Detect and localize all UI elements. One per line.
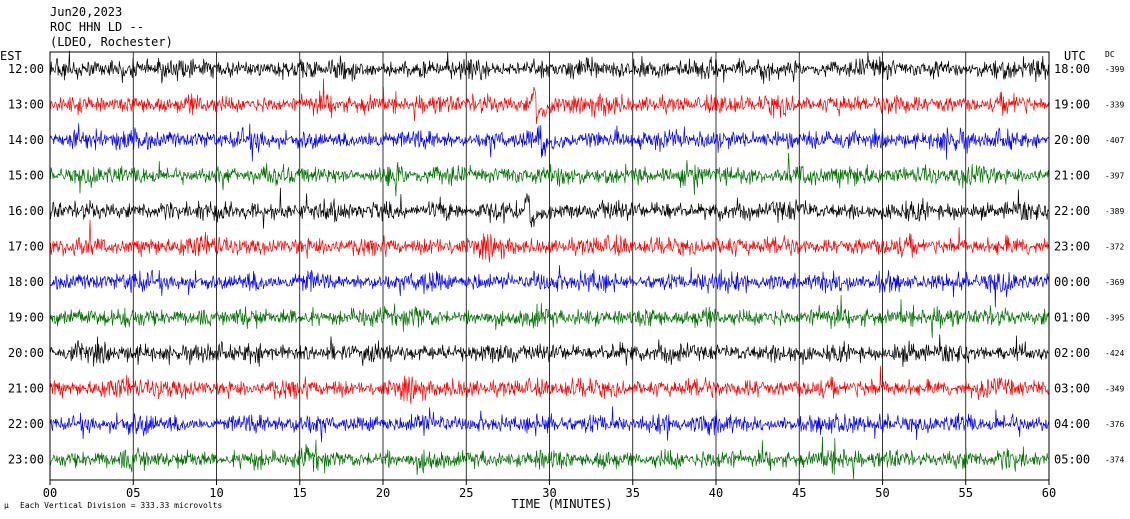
dc-offset-label: -424 — [1105, 349, 1124, 358]
x-axis-ticks: 00 05 10 15 20 25 30 35 40 45 50 55 60 — [43, 480, 1056, 500]
x-tick-label-20: 20 — [376, 486, 390, 500]
date-label: Jun20,2023 — [50, 5, 122, 19]
est-hour-label: 23:00 — [8, 453, 44, 467]
utc-hour-label: 22:00 — [1054, 204, 1090, 218]
dc-offset-label: -339 — [1105, 101, 1124, 110]
trace-1700 — [49, 219, 1050, 263]
est-hour-label: 18:00 — [8, 275, 44, 289]
est-hour-label: 16:00 — [8, 204, 44, 218]
trace-1600 — [49, 187, 1050, 229]
dc-offset-label: -407 — [1105, 136, 1124, 145]
est-hour-label: 15:00 — [8, 169, 44, 183]
plot-header: Jun20,2023 ROC HHN LD -- (LDEO, Rocheste… — [50, 5, 173, 49]
utc-hour-labels: 18:00 19:00 20:00 21:00 22:00 23:00 00:00 01:00… — [1054, 62, 1090, 467]
trace-2100 — [49, 365, 1050, 405]
minute-grid — [132, 52, 967, 480]
dc-offset-label: -376 — [1105, 420, 1124, 429]
utc-hour-label: 04:00 — [1054, 417, 1090, 431]
vertical-division-footnote: Each Vertical Division = 333.33 microvol… — [20, 501, 222, 510]
utc-hour-label: 03:00 — [1054, 382, 1090, 396]
x-tick-label-10: 10 — [209, 486, 223, 500]
est-axis-label: EST — [0, 49, 22, 63]
utc-hour-label: 21:00 — [1054, 169, 1090, 183]
utc-hour-label: 05:00 — [1054, 453, 1090, 467]
dc-offset-label: -395 — [1105, 314, 1124, 323]
x-tick-label-45: 45 — [792, 486, 806, 500]
trace-2200 — [49, 406, 1050, 443]
x-axis-title: TIME (MINUTES) — [511, 497, 612, 511]
dc-offset-label: -399 — [1105, 65, 1124, 74]
utc-hour-label: 19:00 — [1054, 98, 1090, 112]
est-hour-labels: 12:00 13:00 14:00 15:00 16:00 17:00 18:00 19:00… — [8, 62, 44, 467]
x-tick-label-55: 55 — [959, 486, 973, 500]
seismic-traces — [49, 50, 1050, 480]
trace-1400 — [49, 123, 1050, 162]
x-tick-label-30: 30 — [542, 486, 556, 500]
x-tick-label-15: 15 — [293, 486, 307, 500]
x-tick-label-40: 40 — [709, 486, 723, 500]
x-tick-label-00: 00 — [43, 486, 57, 500]
x-tick-label-35: 35 — [626, 486, 640, 500]
utc-hour-label: 18:00 — [1054, 62, 1090, 76]
x-tick-label-50: 50 — [875, 486, 889, 500]
est-hour-label: 12:00 — [8, 62, 44, 76]
utc-hour-label: 23:00 — [1054, 240, 1090, 254]
x-tick-label-05: 05 — [126, 486, 140, 500]
dc-offset-labels: -399 -339 -407 -397 -389 -372 -369 -395 -424 -349… — [1105, 65, 1124, 465]
x-tick-label-25: 25 — [459, 486, 473, 500]
dc-offset-label: -349 — [1105, 385, 1124, 394]
dc-header-label: DC — [1105, 50, 1115, 59]
utc-axis-label: UTC — [1064, 49, 1086, 63]
x-tick-label-60: 60 — [1042, 486, 1056, 500]
est-hour-label: 19:00 — [8, 311, 44, 325]
utc-hour-label: 01:00 — [1054, 311, 1090, 325]
microvolt-icon: μ — [4, 501, 9, 510]
utc-hour-label: 00:00 — [1054, 275, 1090, 289]
est-hour-label: 17:00 — [8, 240, 44, 254]
est-hour-label: 13:00 — [8, 98, 44, 112]
dc-offset-label: -369 — [1105, 278, 1124, 287]
utc-hour-label: 02:00 — [1054, 346, 1090, 360]
network-label: (LDEO, Rochester) — [50, 35, 173, 49]
trace-2300 — [49, 436, 1050, 480]
utc-hour-label: 20:00 — [1054, 133, 1090, 147]
est-hour-label: 21:00 — [8, 382, 44, 396]
trace-1200 — [49, 50, 1050, 84]
trace-1300 — [49, 78, 1050, 125]
est-hour-label: 22:00 — [8, 417, 44, 431]
est-hour-label: 14:00 — [8, 133, 44, 147]
trace-2000 — [49, 334, 1050, 368]
dc-offset-label: -372 — [1105, 243, 1124, 252]
est-hour-label: 20:00 — [8, 346, 44, 360]
dc-offset-label: -389 — [1105, 207, 1124, 216]
trace-1800 — [49, 265, 1050, 308]
station-label: ROC HHN LD -- — [50, 20, 144, 34]
dc-offset-label: -374 — [1105, 456, 1124, 465]
dc-offset-label: -397 — [1105, 172, 1124, 181]
trace-1900 — [49, 295, 1050, 339]
trace-1500 — [49, 152, 1050, 197]
